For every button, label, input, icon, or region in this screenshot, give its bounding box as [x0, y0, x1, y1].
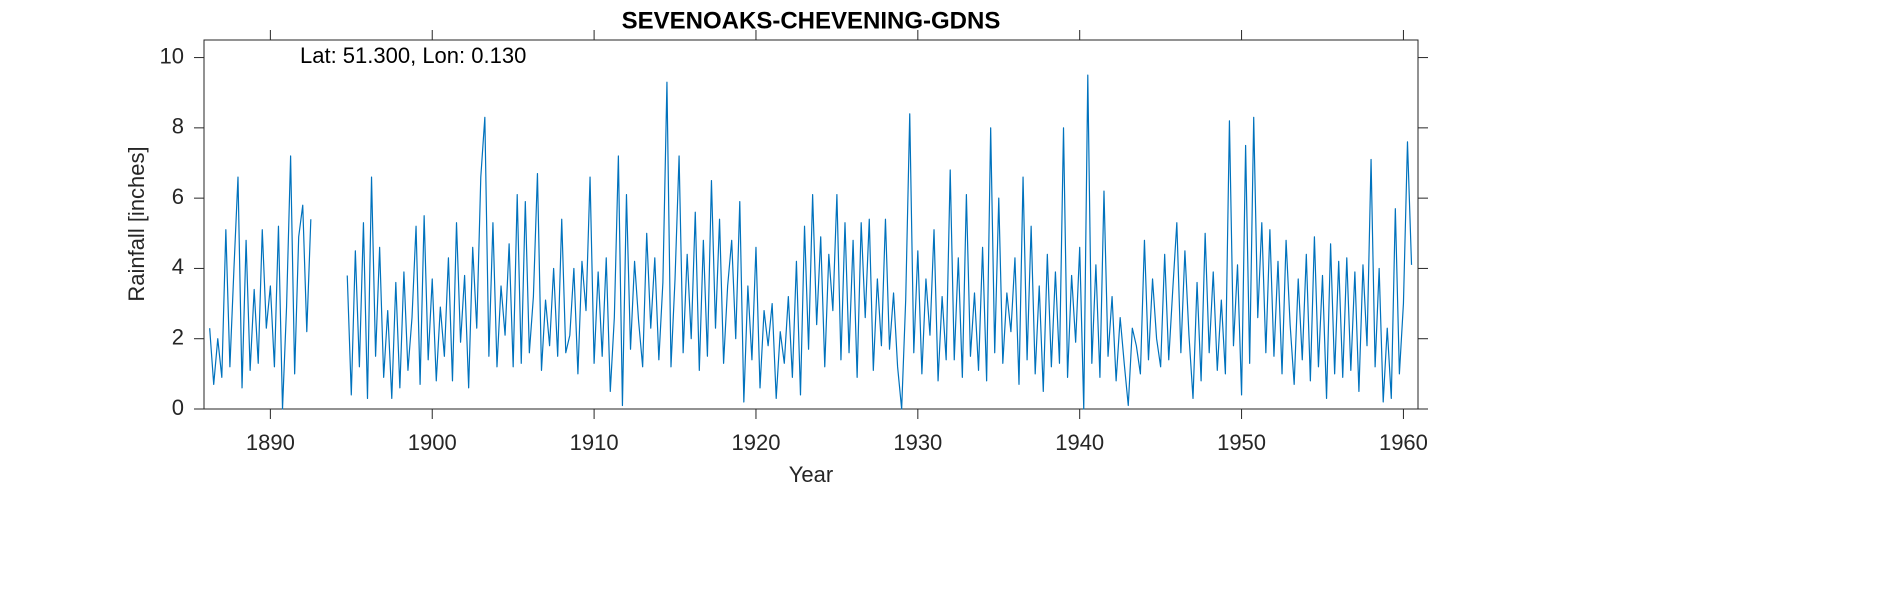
x-tick-label: 1930: [893, 430, 942, 455]
y-tick-label: 6: [172, 184, 184, 209]
y-tick-label: 2: [172, 325, 184, 350]
x-tick-label: 1900: [408, 430, 457, 455]
x-tick-label: 1910: [570, 430, 619, 455]
x-tick-label: 1890: [246, 430, 295, 455]
x-tick-label: 1960: [1379, 430, 1428, 455]
annotation: Lat: 51.300, Lon: 0.130: [300, 43, 526, 68]
x-tick-label: 1920: [731, 430, 780, 455]
chart-title: SEVENOAKS-CHEVENING-GDNS: [622, 7, 1001, 34]
rainfall-line: [209, 74, 1413, 410]
x-tick-label: 1940: [1055, 430, 1104, 455]
y-tick-label: 10: [160, 43, 184, 68]
x-tick-label: 1950: [1217, 430, 1266, 455]
plot-frame: [203, 39, 1419, 410]
y-tick-label: 8: [172, 114, 184, 139]
y-axis-label: Rainfall [inches]: [124, 146, 149, 301]
x-axis-label: Year: [789, 462, 833, 487]
y-tick-label: 0: [172, 395, 184, 420]
y-tick-label: 4: [172, 254, 184, 279]
